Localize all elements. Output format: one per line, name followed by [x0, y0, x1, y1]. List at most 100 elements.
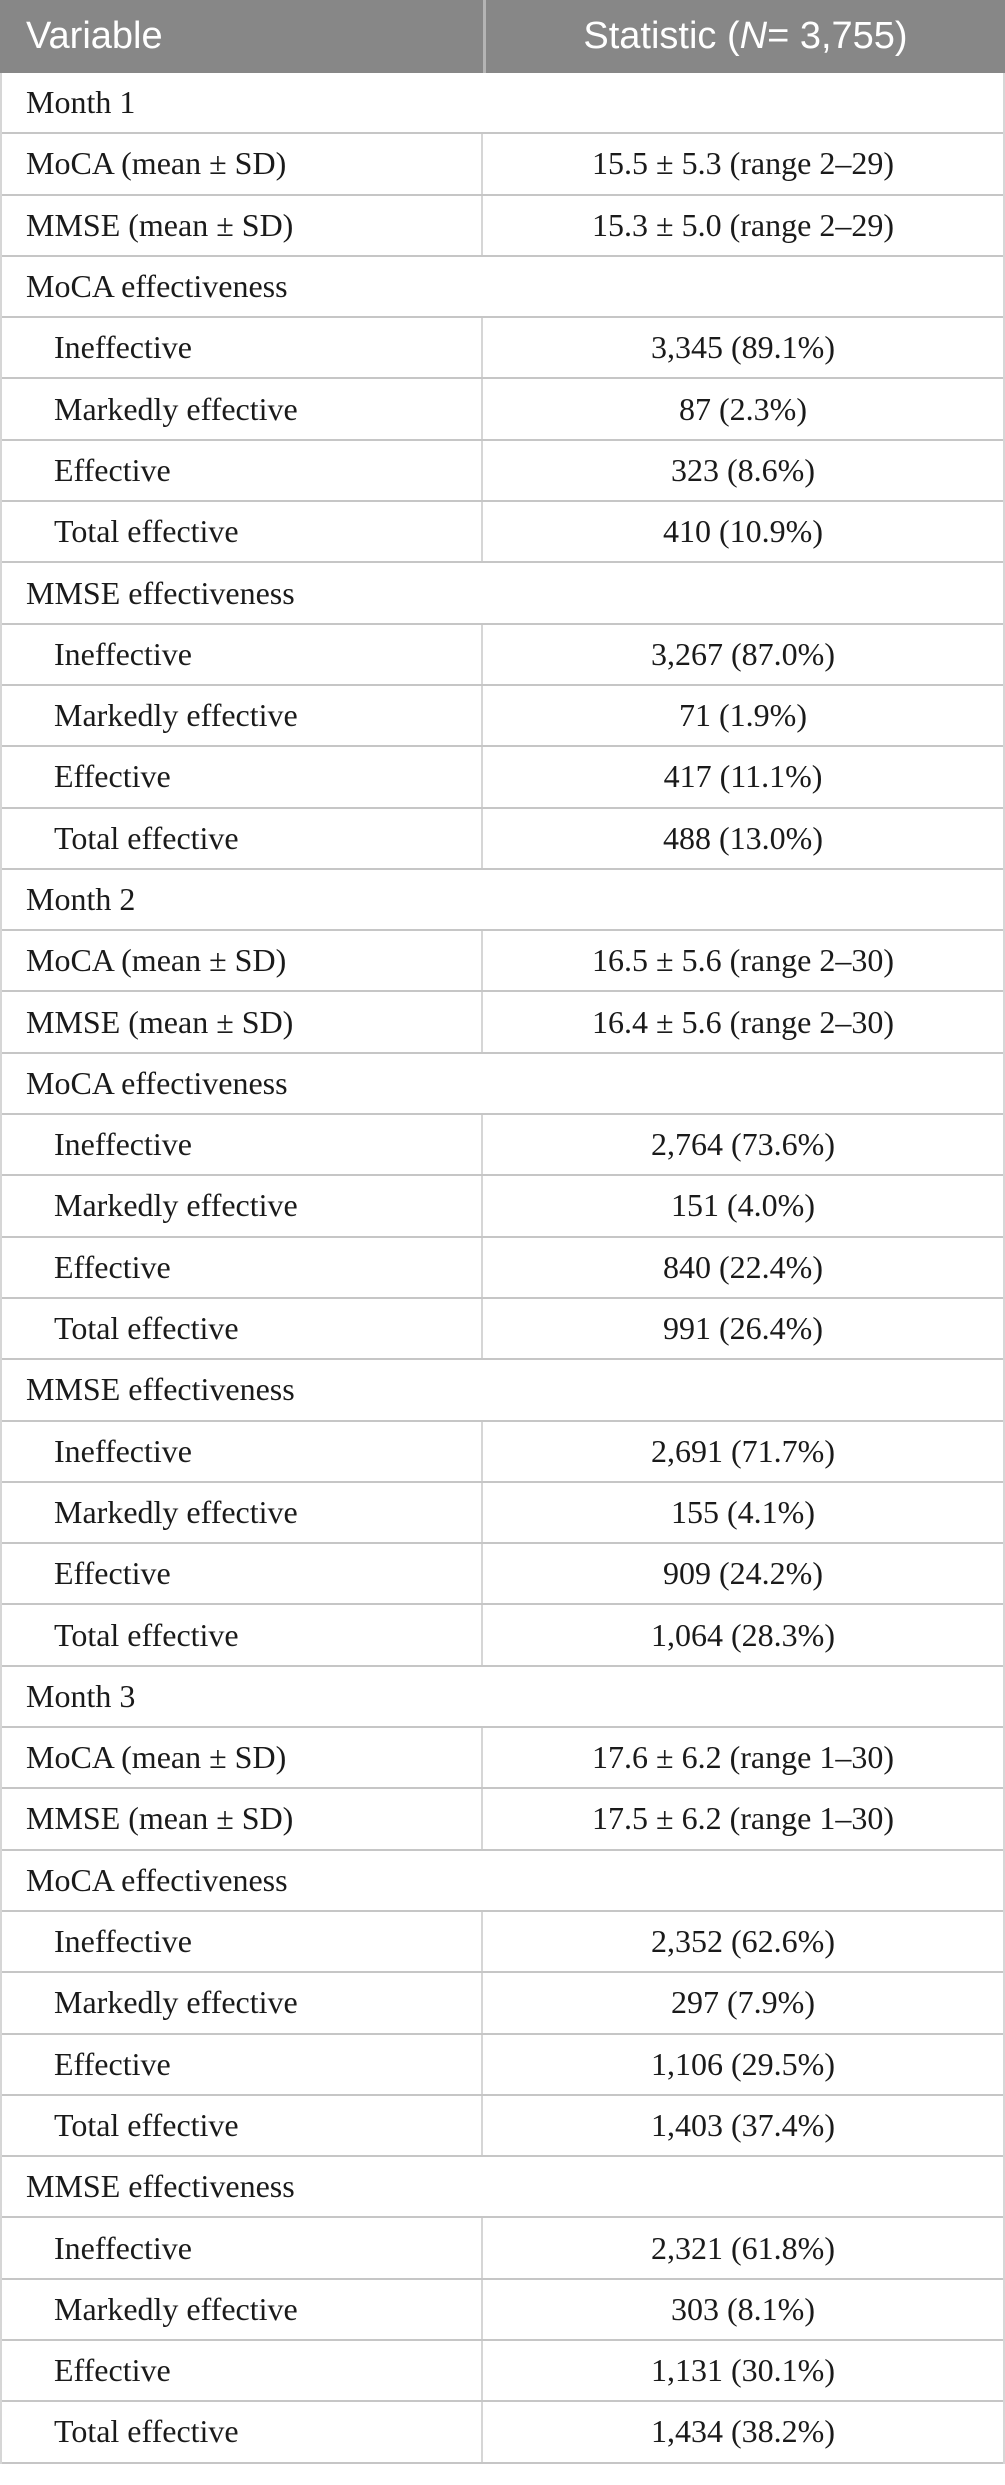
- header-variable-cell: Variable: [26, 15, 163, 57]
- table-row: MoCA (mean ± SD) 17.6 ± 6.2 (range 1–30): [2, 1728, 1003, 1790]
- statistic-value: 3,267 (87.0%): [651, 635, 835, 672]
- statistic-value: 16.4 ± 5.6 (range 2–30): [592, 1003, 894, 1040]
- statistic-value: 2,352 (62.6%): [651, 1923, 835, 1960]
- variable-label: Effective: [2, 1544, 483, 1604]
- section-label: MoCA effectiveness: [26, 1861, 288, 1898]
- statistic-value: 16.5 ± 5.6 (range 2–30): [592, 942, 894, 979]
- statistic-value: 17.5 ± 6.2 (range 1–30): [592, 1800, 894, 1837]
- table-row: Total effective 1,403 (37.4%): [2, 2095, 1003, 2158]
- section-row: MoCA effectiveness: [2, 256, 1003, 319]
- variable-label: Total effective: [2, 502, 483, 562]
- statistic-value: 15.5 ± 5.3 (range 2–29): [592, 145, 894, 182]
- statistic-value: 1,403 (37.4%): [651, 2106, 835, 2143]
- variable-label: MMSE (mean ± SD): [2, 195, 483, 255]
- variable-label: MMSE (mean ± SD): [2, 1789, 483, 1849]
- variable-label: Effective: [2, 747, 483, 807]
- variable-label: Total effective: [2, 1298, 483, 1359]
- section-row: MoCA effectiveness: [2, 1850, 1003, 1912]
- section-row: Month 3: [2, 1666, 1003, 1729]
- statistic-value: 488 (13.0%): [663, 819, 823, 856]
- table-row: Effective 323 (8.6%): [2, 440, 1003, 503]
- table-row: Ineffective 2,321 (61.8%): [2, 2218, 1003, 2280]
- table-row: Total effective 488 (13.0%): [2, 808, 1003, 870]
- statistic-value: 1,131 (30.1%): [651, 2352, 835, 2389]
- table-header-row: Variable Statistic (N = 3,755): [0, 0, 1005, 73]
- table-row: Ineffective 3,267 (87.0%): [2, 624, 1003, 686]
- statistic-value: 410 (10.9%): [663, 513, 823, 550]
- statistic-value: 991 (26.4%): [663, 1310, 823, 1347]
- variable-label: Total effective: [2, 1605, 483, 1665]
- section-label: MoCA effectiveness: [26, 268, 288, 305]
- section-row: MMSE effectiveness: [2, 563, 1003, 625]
- variable-label: Total effective: [2, 808, 483, 868]
- variable-label: Markedly effective: [2, 1973, 483, 2033]
- table-row: Total effective 1,064 (28.3%): [2, 1605, 1003, 1667]
- variable-label: Markedly effective: [2, 379, 483, 439]
- table-row: MMSE (mean ± SD) 17.5 ± 6.2 (range 1–30): [2, 1789, 1003, 1851]
- table-row: Markedly effective 71 (1.9%): [2, 685, 1003, 748]
- statistic-value: 17.6 ± 6.2 (range 1–30): [592, 1739, 894, 1776]
- variable-label: Markedly effective: [2, 2279, 483, 2339]
- table-row: Effective 1,106 (29.5%): [2, 2034, 1003, 2096]
- statistic-value: 3,345 (89.1%): [651, 329, 835, 366]
- statistic-value: 87 (2.3%): [679, 390, 807, 427]
- header-statistic-cell: Statistic (N = 3,755): [483, 0, 1005, 73]
- variable-label: MoCA (mean ± SD): [2, 931, 483, 991]
- variable-label: Markedly effective: [2, 1176, 483, 1236]
- variable-label: Ineffective: [2, 1911, 483, 1972]
- statistic-value: 1,106 (29.5%): [651, 2045, 835, 2082]
- table-row: Ineffective 2,352 (62.6%): [2, 1911, 1003, 1974]
- section-label: MMSE effectiveness: [26, 1371, 295, 1408]
- table-row: Ineffective 2,764 (73.6%): [2, 1115, 1003, 1177]
- table-row: Effective 1,131 (30.1%): [2, 2340, 1003, 2403]
- statistic-value: 151 (4.0%): [671, 1187, 815, 1224]
- section-label: MoCA effectiveness: [26, 1064, 288, 1101]
- header-statistic-prefix: Statistic (: [583, 15, 740, 57]
- statistic-value: 303 (8.1%): [671, 2290, 815, 2327]
- statistic-value: 15.3 ± 5.0 (range 2–29): [592, 206, 894, 243]
- table-row: Ineffective 3,345 (89.1%): [2, 318, 1003, 380]
- section-row: MMSE effectiveness: [2, 2157, 1003, 2219]
- statistic-value: 417 (11.1%): [663, 758, 823, 795]
- section-label: Month 2: [26, 881, 136, 917]
- statistic-value: 323 (8.6%): [671, 451, 815, 488]
- table-row: Effective 840 (22.4%): [2, 1237, 1003, 1299]
- statistic-value: 909 (24.2%): [663, 1555, 823, 1592]
- table-row: Total effective 991 (26.4%): [2, 1298, 1003, 1361]
- variable-label: Total effective: [2, 2095, 483, 2156]
- statistic-value: 1,434 (38.2%): [651, 2413, 835, 2450]
- table-row: MMSE (mean ± SD) 16.4 ± 5.6 (range 2–30): [2, 992, 1003, 1054]
- section-label: Month 3: [26, 1677, 136, 1714]
- header-statistic-suffix: = 3,755): [767, 15, 908, 57]
- table-row: Total effective 1,434 (38.2%): [2, 2402, 1003, 2464]
- table-row: Markedly effective 297 (7.9%): [2, 1973, 1003, 2035]
- table-row: Effective 909 (24.2%): [2, 1544, 1003, 1606]
- table-row: Markedly effective 151 (4.0%): [2, 1176, 1003, 1238]
- statistic-value: 2,764 (73.6%): [651, 1126, 835, 1163]
- variable-label: MoCA (mean ± SD): [2, 1728, 483, 1788]
- section-label: MMSE effectiveness: [26, 574, 295, 611]
- variable-label: Ineffective: [2, 624, 483, 684]
- variable-label: Markedly effective: [2, 1482, 483, 1543]
- section-row: Month 2: [2, 869, 1003, 932]
- variable-label: Ineffective: [2, 1421, 483, 1481]
- table-row: Effective 417 (11.1%): [2, 747, 1003, 809]
- section-label: Month 1: [26, 84, 136, 121]
- table-row: Ineffective 2,691 (71.7%): [2, 1421, 1003, 1483]
- variable-label: Ineffective: [2, 1115, 483, 1175]
- table-row: Markedly effective 87 (2.3%): [2, 379, 1003, 441]
- statistic-value: 155 (4.1%): [671, 1493, 815, 1530]
- statistic-value: 2,691 (71.7%): [651, 1432, 835, 1469]
- variable-label: Effective: [2, 440, 483, 501]
- header-statistic-n: N: [739, 15, 768, 57]
- variable-label: Effective: [2, 2034, 483, 2094]
- table-row: Markedly effective 303 (8.1%): [2, 2279, 1003, 2341]
- table-row: Markedly effective 155 (4.1%): [2, 1482, 1003, 1545]
- table-row: MoCA (mean ± SD) 15.5 ± 5.3 (range 2–29): [2, 134, 1003, 196]
- variable-label: Ineffective: [2, 2218, 483, 2278]
- statistic-value: 2,321 (61.8%): [651, 2229, 835, 2266]
- section-row: Month 1: [2, 73, 1003, 135]
- table-row: Total effective 410 (10.9%): [2, 502, 1003, 564]
- variable-label: Effective: [2, 2340, 483, 2401]
